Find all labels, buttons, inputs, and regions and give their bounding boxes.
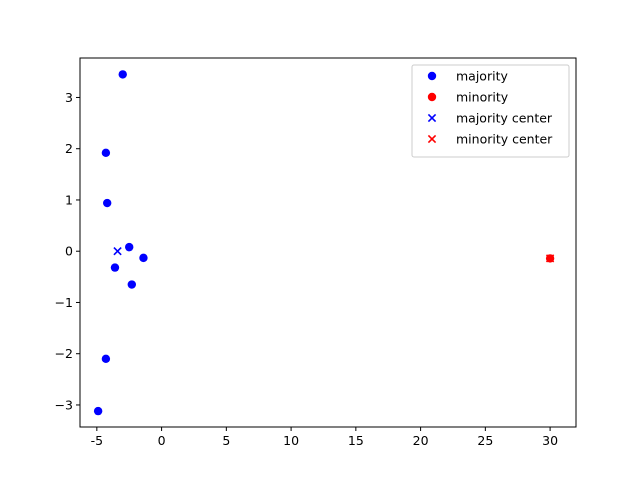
majority-point: [93, 406, 103, 416]
x-axis: -5 0 5 10 15 20 25 30: [91, 427, 558, 448]
minority-center-point: [545, 254, 555, 263]
y-tick-label: 1: [65, 192, 73, 207]
majority-point: [102, 198, 112, 208]
x-tick-label: 30: [542, 433, 558, 448]
majority-point: [118, 70, 127, 79]
legend-label-majority-center: majority center: [456, 111, 553, 126]
legend-marker-majority: [427, 71, 437, 81]
majority-center-point: [113, 247, 122, 256]
x-tick-label: 10: [283, 433, 299, 448]
y-axis: −3 −2 −1 0 1 2 3: [55, 90, 80, 412]
legend-box: [411, 64, 570, 158]
y-tick-label: −2: [55, 346, 73, 361]
majority-point: [101, 148, 111, 158]
x-tick-label: 20: [413, 433, 429, 448]
majority-point: [110, 263, 120, 272]
x-tick-label: 15: [348, 433, 364, 448]
x-tick-label: -5: [91, 433, 103, 448]
y-tick-label: 2: [65, 141, 73, 156]
legend: majority minority majority center minority …: [411, 64, 570, 158]
y-tick-label: −3: [55, 397, 73, 412]
axes-frame: [79, 57, 577, 428]
majority-point: [101, 354, 111, 364]
legend-label-minority: minority: [456, 90, 509, 105]
x-tick-label: 0: [158, 433, 166, 448]
data-points: [93, 70, 555, 416]
legend-label-majority: majority: [456, 69, 508, 84]
legend-marker-minority-center: [427, 134, 437, 144]
y-tick-label: −1: [55, 295, 73, 310]
y-tick-label: 0: [65, 244, 73, 259]
legend-label-minority-center: minority center: [456, 132, 553, 147]
legend-marker-minority: [427, 92, 437, 102]
majority-point: [125, 242, 134, 252]
majority-point: [127, 280, 137, 289]
plot-area: [79, 57, 577, 428]
majority-point: [139, 253, 148, 263]
y-tick-label: 3: [65, 90, 73, 105]
x-tick-label: 25: [477, 433, 493, 448]
x-tick-label: 5: [222, 433, 230, 448]
legend-marker-majority-center: [427, 113, 437, 123]
